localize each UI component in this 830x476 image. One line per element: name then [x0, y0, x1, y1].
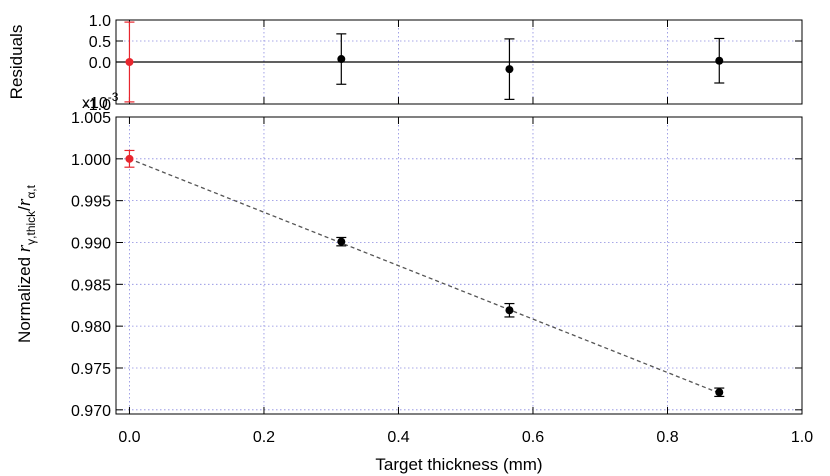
main-ytick-label: 0.985 [71, 277, 111, 294]
main-panel: 1.005 1.000 0.995 0.990 0.985 0.980 0.975 0.970… [71, 110, 813, 446]
main-ytick-label: 1.000 [71, 152, 111, 169]
main-ytick-label: 0.995 [71, 194, 111, 211]
residuals-data-point [337, 55, 346, 64]
main-xtick-label: 0.2 [253, 429, 275, 446]
main-data-point [337, 237, 346, 246]
main-data-point [125, 154, 134, 163]
residuals-ytick-label: 0.5 [89, 34, 111, 51]
main-data-point [715, 388, 724, 397]
fit-line [129, 158, 720, 394]
main-ytick-label: 0.980 [71, 319, 111, 336]
main-ytick-label: 0.990 [71, 235, 111, 252]
residuals-ylabel: Residuals [7, 25, 26, 100]
main-data-point [505, 306, 514, 315]
residuals-data-point [505, 65, 514, 74]
main-ytick-label: 0.970 [71, 403, 111, 420]
main-xtick-label: 0.0 [118, 429, 140, 446]
main-frame [115, 116, 803, 415]
main-ylabel: Normalized rγ,thick/rα,t [14, 184, 38, 343]
main-ytick-label: 0.975 [71, 361, 111, 378]
main-xtick-label: 0.6 [522, 429, 544, 446]
x-axis-label: Target thickness (mm) [375, 455, 542, 474]
main-xtick-label: 0.4 [387, 429, 409, 446]
main-xtick-label: 0.8 [656, 429, 678, 446]
residuals-data-point [715, 56, 724, 65]
main-ytick-label: 1.005 [71, 110, 111, 127]
residuals-panel: 1.0 0.5 0.0 -1.0 [83, 13, 803, 114]
residuals-ytick-label: -1.0 [83, 97, 111, 114]
residuals-data-point [125, 58, 134, 66]
residuals-multiplier: x10-3 [82, 90, 119, 112]
residuals-ytick-label: 1.0 [89, 13, 111, 30]
residuals-ytick-label: 0.0 [89, 55, 111, 72]
main-xtick-label: 1.0 [791, 429, 813, 446]
